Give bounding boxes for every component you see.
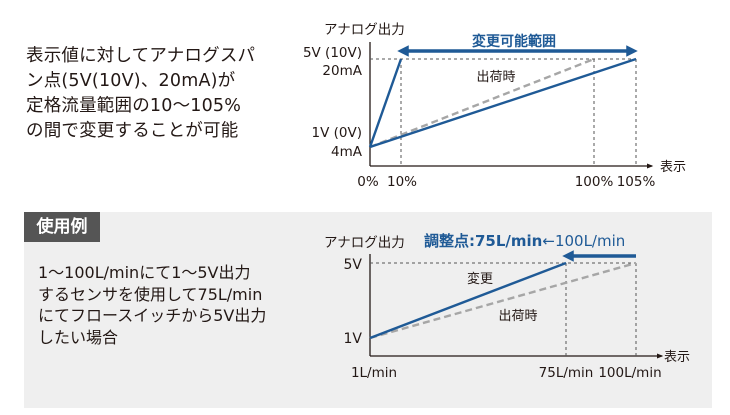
top-x-tick: 105%	[617, 174, 656, 190]
adjust-point-rest: ←100L/min	[542, 232, 625, 250]
example-description-line: にてフロースイッチから5V出力	[38, 306, 267, 325]
top-description-line: ン点(5V(10V)、20mA)が	[26, 71, 236, 91]
top-y-label-low-1: 1V (0V)	[312, 125, 362, 141]
example-x-tick: 1L/min	[351, 365, 397, 381]
example-x-tick: 75L/min	[539, 365, 594, 381]
top-description-line: 表示値に対してアナログスパ	[26, 46, 256, 66]
example-x-tick: 100L/min	[598, 365, 661, 381]
range-label-bg	[452, 31, 576, 49]
example-panel	[24, 212, 712, 408]
top-x-tick: 100%	[575, 174, 614, 190]
changed-label: 変更	[467, 271, 493, 287]
example-factory-line	[369, 261, 637, 340]
example-y-axis-title: アナログ出力	[324, 235, 405, 251]
top-description: 表示値に対してアナログスパ ン点(5V(10V)、20mA)が 定格流量範囲の1…	[26, 44, 296, 144]
example-description-line: 1〜100L/minにて1〜5V出力	[38, 263, 251, 282]
top-x-axis-title: 表示	[660, 160, 686, 175]
top-description-line: 定格流量範囲の10〜105%	[26, 96, 242, 116]
example-y-label-high: 5V	[344, 257, 363, 273]
top-y-label-high-2: 20mA	[322, 63, 362, 79]
top-description-line: の間で変更することが可能	[26, 121, 239, 141]
factory-setting-line	[369, 57, 595, 149]
example-changed-line	[369, 261, 567, 340]
top-x-tick: 10%	[387, 174, 417, 190]
top-x-tick: 0%	[357, 174, 379, 190]
top-y-axis-title: アナログ出力	[324, 22, 405, 38]
top-y-label-low-2: 4mA	[331, 144, 363, 160]
top-y-label-high-1: 5V (10V)	[303, 45, 362, 61]
example-factory-label: 出荷時	[498, 309, 537, 324]
adjust-point-label: 調整点:75L/min←100L/min	[424, 232, 625, 250]
example-x-axis-title: 表示	[664, 350, 690, 365]
example-description: 1〜100L/minにて1〜5V出力 するセンサを使用して75L/min にてフ…	[38, 262, 318, 348]
top-factory-label: 出荷時	[476, 70, 515, 85]
range-label: 変更可能範囲	[472, 33, 556, 50]
span-10pct-line	[368, 58, 403, 148]
span-105pct-line	[369, 57, 637, 149]
example-description-line: するセンサを使用して75L/min	[38, 284, 263, 304]
adjust-point-bold: 調整点:75L/min	[424, 232, 542, 250]
example-tag: 使用例	[24, 212, 100, 242]
example-y-label-low: 1V	[344, 331, 363, 347]
example-description-line: したい場合	[38, 327, 119, 347]
span-range-diagram: アナログ出力 変更可能範囲 出荷時 5V (10V) 20mA 1V (0V) …	[303, 22, 686, 190]
